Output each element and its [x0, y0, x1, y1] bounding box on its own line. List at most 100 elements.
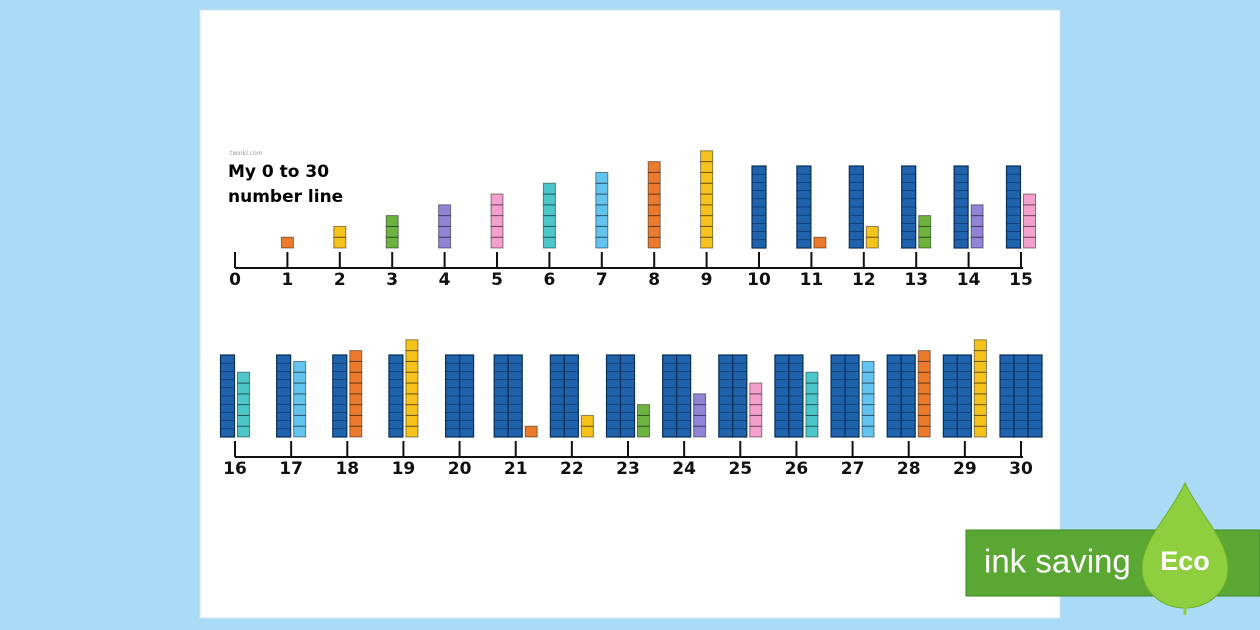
cube-stack [490, 193, 504, 249]
unit-cube [647, 215, 661, 227]
unit-cube [490, 225, 504, 238]
cube-stack [999, 354, 1043, 438]
cube-stack [332, 350, 363, 438]
number-label: 15 [1009, 270, 1033, 290]
number-label: 26 [785, 459, 809, 479]
unit-cube [970, 204, 984, 217]
unit-cube [861, 404, 875, 416]
title: number line [228, 187, 343, 207]
unit-cube [438, 204, 452, 217]
unit-cube [700, 204, 714, 217]
unit-cube [595, 182, 609, 195]
unit-cube [405, 404, 419, 416]
cube-stack [333, 225, 347, 249]
unit-cube [333, 225, 347, 238]
cube-stack [385, 215, 399, 249]
cube-stack [280, 236, 294, 249]
unit-cube [865, 225, 879, 238]
unit-cube [861, 414, 875, 427]
unit-cube [700, 193, 714, 206]
cube-stack [774, 354, 819, 438]
cube-stack [542, 182, 556, 249]
unit-cube [542, 236, 556, 249]
unit-cube [917, 350, 931, 362]
unit-cube [237, 371, 250, 384]
unit-cube [595, 171, 609, 184]
badge-text: ink saving [984, 543, 1131, 580]
unit-cube [917, 404, 931, 416]
unit-cube [970, 236, 984, 249]
cube-stack [796, 165, 827, 249]
unit-cube [700, 150, 714, 163]
unit-cube [1023, 193, 1036, 206]
unit-cube [293, 371, 307, 384]
cube-stack [848, 165, 879, 249]
number-label: 18 [335, 459, 359, 479]
unit-cube [349, 404, 363, 416]
unit-cube [237, 414, 250, 427]
unit-cube [595, 215, 609, 227]
number-label: 12 [852, 270, 876, 290]
cube-stack [886, 350, 931, 438]
unit-cube [490, 193, 504, 206]
unit-cube [1023, 236, 1036, 249]
worksheet [199, 9, 1061, 619]
leaf-text: Eco [1160, 546, 1210, 576]
cube-stack [444, 354, 475, 438]
number-label: 4 [439, 270, 451, 290]
cube-stack [751, 165, 767, 249]
unit-cube [973, 371, 987, 384]
cube-stack [700, 150, 714, 249]
number-label: 17 [279, 459, 303, 479]
unit-cube [749, 425, 763, 438]
unit-cube [237, 404, 250, 416]
unit-cube [293, 404, 307, 416]
cube-stack [830, 354, 875, 438]
unit-cube [1023, 225, 1036, 238]
unit-cube [861, 360, 875, 373]
unit-cube [647, 161, 661, 173]
unit-cube [293, 382, 307, 395]
unit-cube [542, 204, 556, 217]
cube-stack [276, 354, 307, 438]
number-label: 28 [897, 459, 921, 479]
unit-cube [647, 193, 661, 206]
unit-cube [861, 425, 875, 438]
unit-cube [595, 204, 609, 217]
number-label: 19 [392, 459, 416, 479]
unit-cube [595, 193, 609, 206]
cube-stack [1005, 165, 1036, 249]
number-label: 0 [229, 270, 241, 290]
number-label: 5 [491, 270, 503, 290]
cube-stack [647, 161, 661, 249]
cube-stack [388, 339, 419, 438]
unit-cube [973, 393, 987, 406]
unit-cube [865, 236, 879, 249]
unit-cube [349, 360, 363, 373]
unit-cube [749, 382, 763, 395]
unit-cube [405, 393, 419, 406]
number-label: 22 [560, 459, 584, 479]
number-label: 29 [953, 459, 977, 479]
number-label: 14 [957, 270, 981, 290]
cube-stack [901, 165, 932, 249]
unit-cube [805, 382, 819, 395]
unit-cube [1023, 204, 1036, 217]
unit-cube [917, 414, 931, 427]
unit-cube [973, 425, 987, 438]
unit-cube [693, 425, 707, 438]
unit-cube [542, 215, 556, 227]
unit-cube [700, 215, 714, 227]
unit-cube [405, 371, 419, 384]
unit-cube [918, 236, 932, 249]
number-label: 10 [747, 270, 771, 290]
unit-cube [349, 350, 363, 362]
unit-cube [293, 425, 307, 438]
unit-cube [542, 225, 556, 238]
number-label: 21 [504, 459, 528, 479]
unit-cube [647, 236, 661, 249]
cube-stack [493, 354, 538, 438]
unit-cube [647, 204, 661, 217]
unit-cube [693, 414, 707, 427]
